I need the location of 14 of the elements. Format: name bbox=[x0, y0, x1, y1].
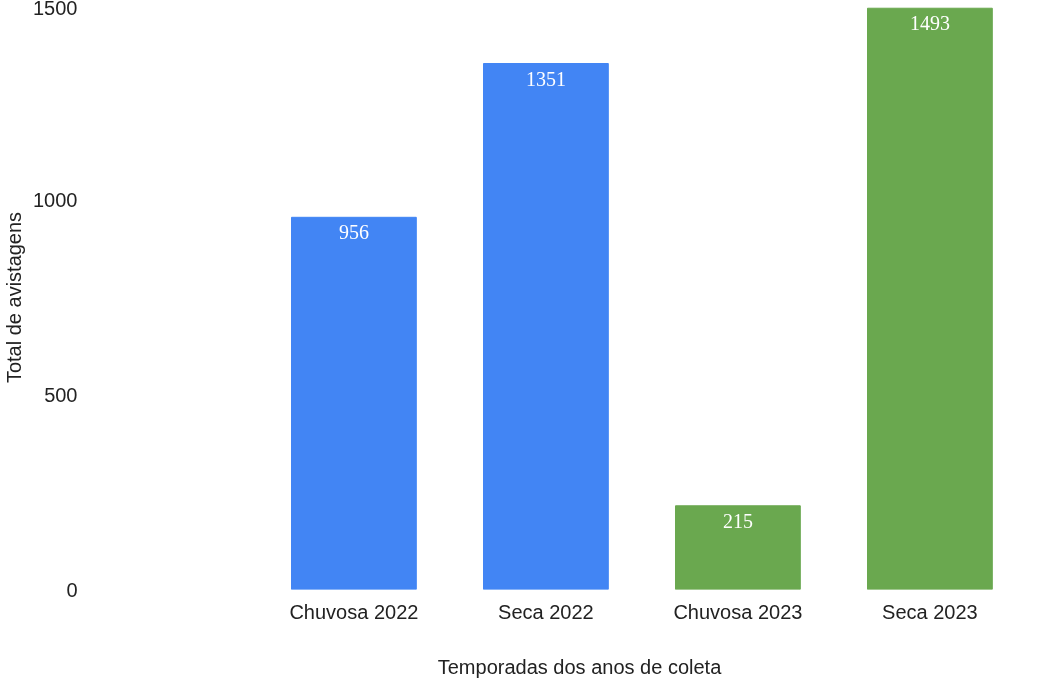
y-tick-label: 0 bbox=[66, 578, 78, 601]
x-tick-label: Chuvosa 2023 bbox=[673, 600, 803, 623]
data-label: 1351 bbox=[525, 67, 566, 90]
y-tick-label: 500 bbox=[44, 383, 78, 406]
y-axis-title: Total de avistagens bbox=[3, 211, 26, 384]
data-label: 1493 bbox=[909, 12, 950, 35]
y-tick-label: 1000 bbox=[33, 189, 78, 212]
x-tick-label: Chuvosa 2022 bbox=[289, 600, 419, 623]
data-label: 215 bbox=[722, 509, 753, 532]
data-label: 956 bbox=[338, 221, 369, 244]
x-axis-title: Temporadas dos anos de coleta bbox=[437, 655, 723, 678]
x-tick-label: Seca 2022 bbox=[498, 600, 594, 623]
y-tick-label: 1500 bbox=[33, 0, 78, 19]
x-tick-label: Seca 2023 bbox=[882, 600, 978, 623]
